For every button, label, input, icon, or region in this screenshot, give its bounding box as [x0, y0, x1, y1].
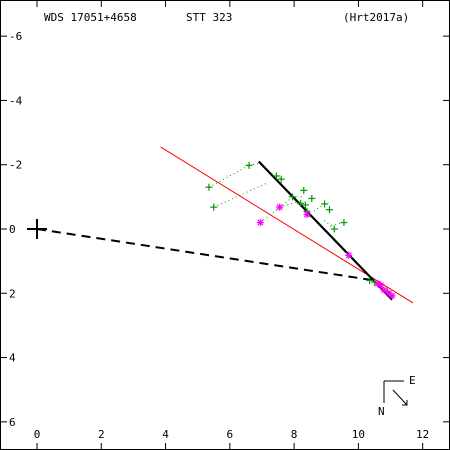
- x-tick-label: 8: [291, 428, 298, 441]
- x-tick-label: 4: [162, 428, 169, 441]
- measure-point: [366, 276, 374, 284]
- data-marks: [27, 146, 414, 304]
- speckle-point: [388, 292, 396, 300]
- speckle-point: [345, 251, 353, 259]
- speckle-point-d2: [345, 252, 352, 259]
- x-tick-label: 2: [98, 428, 105, 441]
- measure-point: [321, 200, 329, 208]
- measure-point: [210, 203, 218, 211]
- measure-point: [289, 193, 297, 201]
- measure-point: [245, 161, 253, 169]
- y-tick-label: 6: [9, 416, 16, 429]
- speckle-point: [276, 203, 284, 211]
- speckle-point-d2: [377, 282, 384, 289]
- header-wds-id: WDS 17051+4658: [44, 11, 137, 24]
- x-tick-label: 10: [352, 428, 365, 441]
- measure-point: [330, 225, 338, 233]
- compass-east-label: E: [409, 374, 416, 387]
- speckle-point-d2: [374, 280, 381, 287]
- measure-point: [272, 172, 280, 180]
- residual-segment: [329, 222, 345, 227]
- speckle-point: [256, 219, 264, 227]
- compass: E N: [378, 374, 416, 418]
- primary-star-marker: [27, 219, 47, 239]
- compass-north-label: N: [378, 405, 385, 418]
- speckle-point: [377, 281, 385, 289]
- speckle-point-d2: [257, 219, 264, 226]
- y-tick-label: 4: [9, 352, 16, 365]
- residual-segment: [260, 198, 292, 223]
- speckle-point-d2: [385, 290, 392, 297]
- measure-point: [325, 206, 333, 214]
- compass-arrow: [392, 389, 408, 406]
- measure-point: [277, 175, 285, 183]
- y-tick-label: 2: [9, 287, 16, 300]
- measure-point: [308, 194, 316, 202]
- x-tick-label: 0: [34, 428, 41, 441]
- residual-segment: [276, 175, 284, 182]
- speckle-point-d2: [276, 204, 283, 211]
- residual-segment: [322, 218, 335, 230]
- speckle-point: [303, 211, 311, 219]
- speckle-point: [380, 286, 388, 294]
- orbit-arc-line: [257, 160, 393, 301]
- measure-point: [205, 183, 213, 191]
- x-tick-label: 12: [416, 428, 429, 441]
- header-reference: (Hrt2017a): [343, 11, 409, 24]
- speckle-point-d2: [303, 211, 311, 218]
- y-tick-label: -4: [9, 94, 23, 107]
- y-tick-label: -2: [9, 159, 22, 172]
- y-tick-label: -6: [9, 30, 22, 43]
- x-tick-label: 6: [227, 428, 234, 441]
- speckle-point-d2: [381, 287, 388, 294]
- y-tick-label: 0: [9, 223, 16, 236]
- measure-point: [297, 199, 305, 207]
- measure-point: [300, 186, 308, 194]
- header-discoverer: STT 323: [186, 11, 232, 24]
- dashed-node-line: [36, 228, 375, 282]
- measure-point: [301, 201, 309, 209]
- speckle-point-d2: [389, 292, 396, 299]
- compass-arrowhead: [402, 400, 408, 406]
- measure-point: [340, 219, 348, 227]
